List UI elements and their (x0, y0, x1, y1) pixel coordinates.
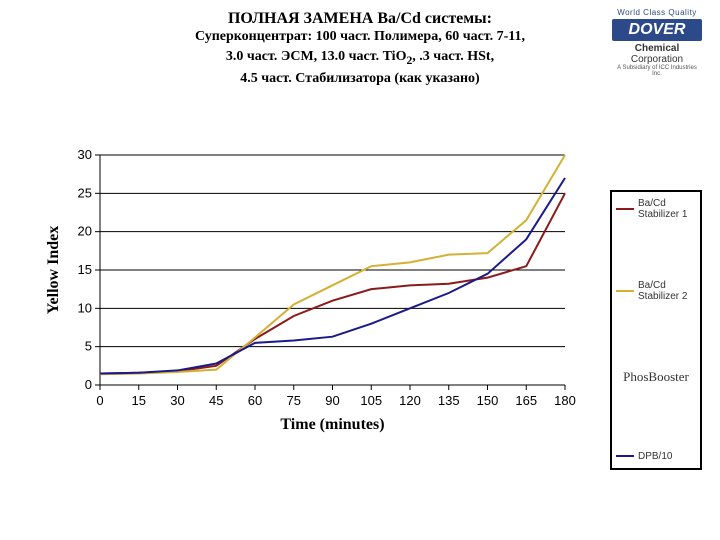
logo-small: A Subsidiary of ICC Industries Inc. (612, 65, 702, 77)
phosbooster-label: PhosBooster (616, 369, 696, 385)
svg-text:Yellow Index: Yellow Index (45, 226, 62, 314)
title-line4: 4.5 част. Стабилизатора (как указано) (120, 70, 600, 88)
line-chart: 0 5 10 15 20 25 30 0 15 30 45 60 75 90 105 120 135 150 165… (40, 145, 580, 435)
svg-text:0: 0 (85, 377, 92, 392)
legend-label: Ba/Cd Stabilizer 2 (638, 280, 696, 302)
title-main: ПОЛНАЯ ЗАМЕНА Ba/Cd системы: (120, 10, 600, 28)
svg-text:5: 5 (85, 339, 92, 354)
title-line3: 3.0 част. ЭСМ, 13.0 част. TiO2, .3 част.… (120, 48, 600, 68)
title-line3-post: , .3 част. HSt, (412, 49, 494, 64)
svg-text:135: 135 (438, 393, 460, 408)
svg-text:10: 10 (78, 300, 92, 315)
svg-text:15: 15 (132, 393, 146, 408)
legend-item: Ba/Cd Stabilizer 1 (616, 198, 696, 220)
chart-legend: Ba/Cd Stabilizer 1 Ba/Cd Stabilizer 2 Ph… (610, 190, 702, 470)
title-line3-pre: 3.0 част. ЭСМ, 13.0 част. TiO (226, 49, 407, 64)
logo-brand: DOVER (612, 19, 702, 41)
svg-text:75: 75 (287, 393, 301, 408)
svg-text:105: 105 (360, 393, 382, 408)
logo-chem: Chemical (612, 43, 702, 54)
svg-text:15: 15 (78, 262, 92, 277)
chart-title-block: ПОЛНАЯ ЗАМЕНА Ba/Cd системы: Суперконцен… (120, 10, 600, 87)
svg-text:0: 0 (96, 393, 103, 408)
svg-text:120: 120 (399, 393, 421, 408)
svg-text:45: 45 (209, 393, 223, 408)
legend-swatch (616, 208, 634, 210)
legend-label: Ba/Cd Stabilizer 1 (638, 198, 696, 220)
svg-text:90: 90 (325, 393, 339, 408)
svg-text:60: 60 (248, 393, 262, 408)
dover-logo: World Class Quality DOVER Chemical Corpo… (612, 8, 702, 77)
legend-item: Ba/Cd Stabilizer 2 (616, 280, 696, 302)
svg-text:25: 25 (78, 185, 92, 200)
svg-text:30: 30 (170, 393, 184, 408)
svg-text:20: 20 (78, 224, 92, 239)
legend-swatch (616, 290, 634, 292)
svg-text:180: 180 (554, 393, 576, 408)
logo-arc: World Class Quality (612, 8, 702, 17)
svg-text:165: 165 (515, 393, 537, 408)
legend-swatch (616, 455, 634, 457)
title-line2: Суперконцентрат: 100 част. Полимера, 60 … (120, 28, 600, 46)
logo-corp: Corporation (612, 54, 702, 65)
svg-text:150: 150 (477, 393, 499, 408)
svg-text:Time (minutes): Time (minutes) (280, 416, 384, 433)
legend-item: DPB/10 (616, 451, 696, 462)
svg-text:30: 30 (78, 147, 92, 162)
legend-label: DPB/10 (638, 451, 696, 462)
